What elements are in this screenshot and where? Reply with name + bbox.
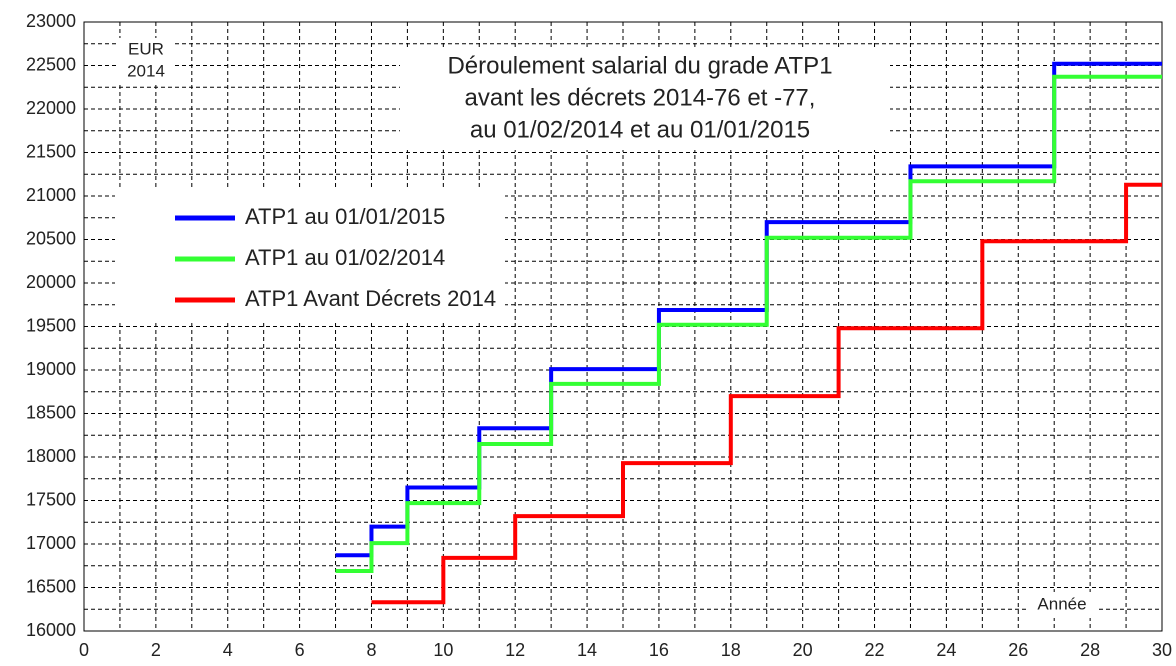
- title-background: [400, 50, 890, 150]
- legend-label: ATP1 au 01/01/2015: [245, 204, 445, 229]
- legend-label: ATP1 au 01/02/2014: [245, 245, 445, 270]
- chart-title: avant les décrets 2014-76 et -77,: [465, 84, 816, 111]
- y-axis-label: 2014: [127, 61, 165, 80]
- chart-title: Déroulement salarial du grade ATP1: [447, 52, 832, 79]
- x-tick-label: 26: [1008, 640, 1028, 660]
- x-tick-label: 24: [936, 640, 956, 660]
- labels: 0 2 4 6 8 10 12 14 16 18 20 22 24 26 28 301600016500170…: [26, 11, 1172, 660]
- series-lines: [335, 61, 1162, 605]
- x-tick-label: 6: [295, 640, 305, 660]
- x-tick-label: 30: [1152, 640, 1172, 660]
- y-tick-label: 19000: [26, 359, 76, 379]
- y-tick-label: 17500: [26, 489, 76, 509]
- x-tick-label: 2: [151, 640, 161, 660]
- x-tick-label: 18: [721, 640, 741, 660]
- chart-title: au 01/02/2014 et au 01/01/2015: [470, 116, 810, 143]
- x-tick-label: 8: [366, 640, 376, 660]
- y-tick-label: 16500: [26, 576, 76, 596]
- y-tick-label: 22500: [26, 54, 76, 74]
- x-tick-label: 14: [577, 640, 597, 660]
- y-tick-label: 16000: [26, 620, 76, 640]
- y-tick-label: 23000: [26, 11, 76, 31]
- y-tick-label: 18000: [26, 446, 76, 466]
- legend-label: ATP1 Avant Décrets 2014: [245, 286, 496, 311]
- x-tick-label: 12: [505, 640, 525, 660]
- y-tick-label: 17000: [26, 533, 76, 553]
- x-tick-label: 4: [223, 640, 233, 660]
- step-line: [371, 182, 1162, 605]
- y-axis-label: EUR: [128, 39, 164, 58]
- y-tick-label: 19500: [26, 315, 76, 335]
- y-label-background: [118, 38, 174, 84]
- y-tick-label: 20500: [26, 228, 76, 248]
- x-tick-label: 22: [865, 640, 885, 660]
- x-tick-label: 20: [793, 640, 813, 660]
- x-tick-label: 10: [433, 640, 453, 660]
- x-label-background: [1028, 592, 1098, 618]
- step-line: [335, 61, 1162, 558]
- y-tick-label: 22000: [26, 98, 76, 118]
- y-tick-label: 21500: [26, 141, 76, 161]
- y-tick-label: 21000: [26, 185, 76, 205]
- x-axis-label: Année: [1037, 594, 1086, 613]
- x-tick-label: 0: [79, 640, 89, 660]
- x-tick-label: 28: [1080, 640, 1100, 660]
- x-tick-label: 16: [649, 640, 669, 660]
- y-tick-label: 18500: [26, 402, 76, 422]
- step-line: [335, 74, 1162, 573]
- y-tick-label: 20000: [26, 272, 76, 292]
- plot-border: [83, 21, 1163, 632]
